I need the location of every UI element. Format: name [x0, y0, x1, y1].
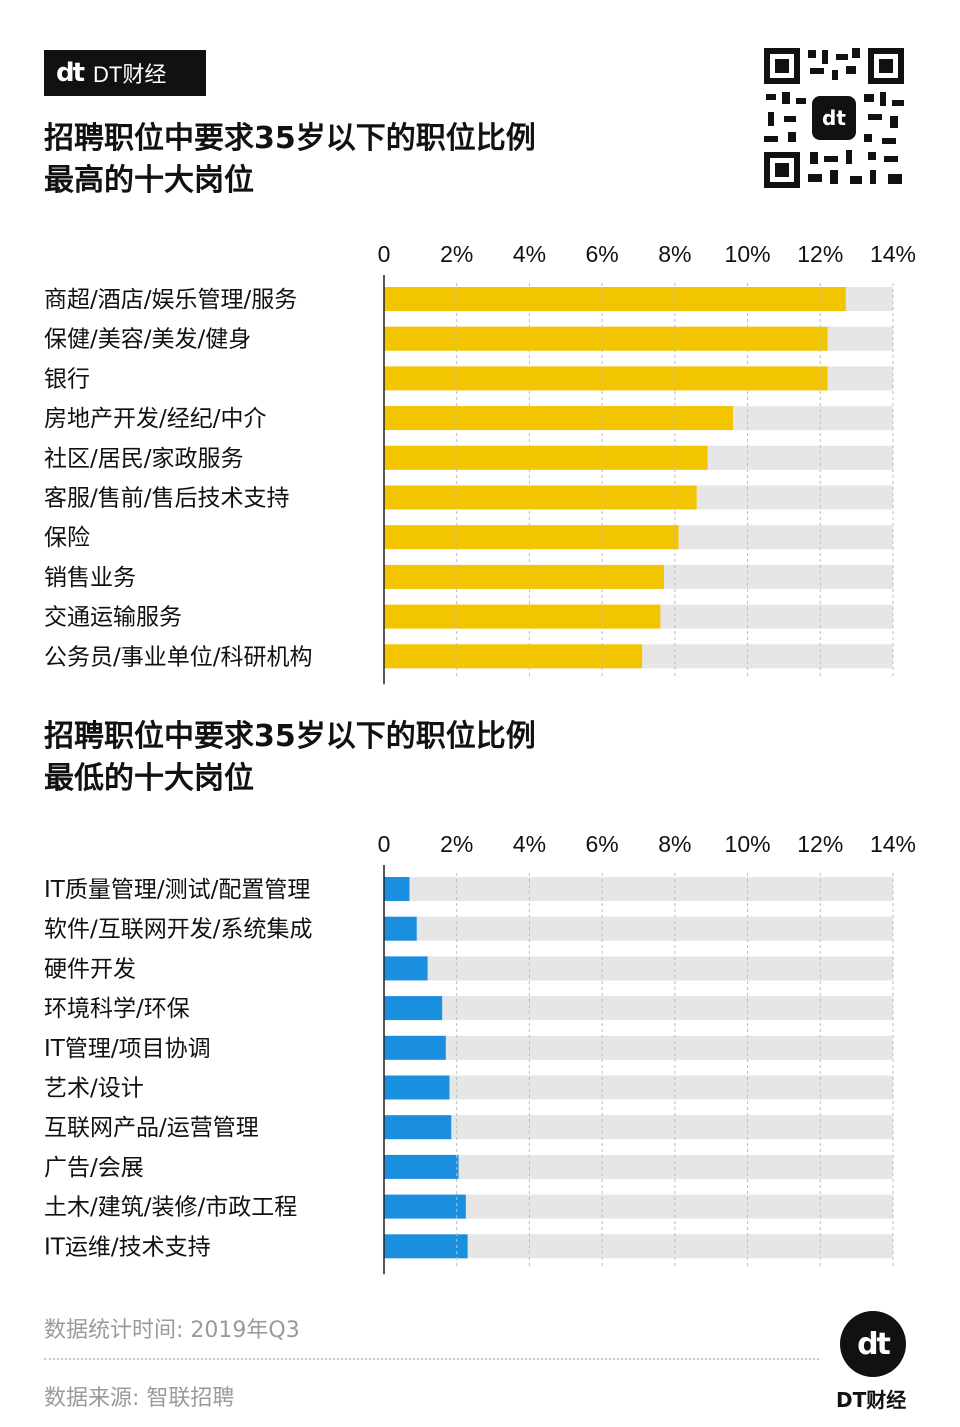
- chart-title-top-line-1: 招聘职位中要求35岁以下的职位比例: [44, 121, 536, 156]
- top-tick-label-6: 12%: [797, 241, 843, 267]
- top-category-label-8: 交通运输服务: [44, 605, 182, 631]
- bottom-tick-label-1: 2%: [440, 831, 473, 857]
- top-category-label-1: 保健/美容/美发/健身: [44, 327, 251, 353]
- chart-title-bottom-line-1: 招聘职位中要求35岁以下的职位比例: [44, 719, 536, 754]
- footer-divider: [44, 1358, 819, 1360]
- bottom-tick-label-4: 8%: [658, 831, 691, 857]
- top-bar-6: [384, 525, 679, 550]
- charts-canvas: 商超/酒店/娱乐管理/服务保健/美容/美发/健身银行房地产开发/经纪/中介社区/…: [44, 241, 916, 1275]
- bottom-track-8: [384, 1194, 893, 1219]
- bottom-category-label-3: 环境科学/环保: [44, 996, 190, 1022]
- qr-code[interactable]: dt: [760, 44, 908, 192]
- bottom-category-label-1: 软件/互联网开发/系统集成: [44, 917, 313, 943]
- bottom-track-7: [384, 1154, 893, 1179]
- chart-title-top-line-2: 最高的十大岗位: [44, 163, 254, 198]
- bottom-category-label-5: 艺术/设计: [44, 1076, 144, 1102]
- top-tick-label-2: 4%: [513, 241, 546, 267]
- top-category-label-3: 房地产开发/经纪/中介: [44, 406, 267, 432]
- top-category-label-9: 公务员/事业单位/科研机构: [44, 644, 313, 670]
- bottom-track-0: [384, 877, 893, 901]
- bottom-bar-6: [384, 1115, 452, 1140]
- top-tick-label-4: 8%: [658, 241, 691, 267]
- brand-footer-name: DT财经: [836, 1388, 907, 1412]
- top-tick-label-7: 14%: [870, 241, 916, 267]
- top-category-label-4: 社区/居民/家政服务: [44, 446, 244, 472]
- top-tick-label-5: 10%: [725, 241, 771, 267]
- chart-title-top: 招聘职位中要求35岁以下的职位比例 最高的十大岗位: [44, 118, 536, 202]
- bottom-bar-1: [384, 916, 417, 941]
- bottom-bar-5: [384, 1075, 450, 1100]
- bottom-tick-label-7: 14%: [870, 831, 916, 857]
- stat-time-note: 数据统计时间: 2019年Q3: [44, 1318, 300, 1343]
- bottom-tick-label-2: 4%: [513, 831, 546, 857]
- top-bar-2: [384, 366, 828, 391]
- bottom-category-label-9: IT运维/技术支持: [44, 1234, 211, 1260]
- top-bar-8: [384, 604, 661, 629]
- bottom-category-label-6: 互联网产品/运营管理: [44, 1115, 259, 1141]
- top-bar-9: [384, 644, 643, 669]
- brand-name: DT财经: [93, 62, 167, 87]
- bottom-category-label-4: IT管理/项目协调: [44, 1036, 211, 1062]
- top-tick-label-0: 0: [378, 241, 391, 267]
- top-bar-5: [384, 485, 697, 510]
- chart-title-bottom: 招聘职位中要求35岁以下的职位比例 最低的十大岗位: [44, 716, 536, 800]
- top-bar-0: [384, 287, 846, 311]
- brand-circle-logo: dt: [840, 1311, 906, 1377]
- top-tick-label-3: 6%: [586, 241, 619, 267]
- bottom-category-label-0: IT质量管理/测试/配置管理: [44, 877, 310, 903]
- bottom-track-1: [384, 916, 893, 941]
- bottom-tick-label-6: 12%: [797, 831, 843, 857]
- bottom-bar-7: [384, 1154, 459, 1179]
- top-category-label-6: 保险: [44, 525, 90, 551]
- data-source-note: 数据来源: 智联招聘: [44, 1386, 235, 1411]
- bottom-track-3: [384, 996, 893, 1021]
- top-category-label-7: 销售业务: [44, 565, 136, 591]
- bottom-bar-2: [384, 956, 428, 981]
- chart-title-bottom-line-2: 最低的十大岗位: [44, 761, 254, 796]
- bottom-bar-9: [384, 1234, 468, 1259]
- bottom-bar-0: [384, 877, 410, 901]
- bottom-bar-4: [384, 1035, 446, 1060]
- chart-top: 商超/酒店/娱乐管理/服务保健/美容/美发/健身银行房地产开发/经纪/中介社区/…: [44, 241, 916, 685]
- bottom-tick-label-0: 0: [378, 831, 391, 857]
- qr-logo-text: dt: [822, 106, 846, 130]
- top-category-label-0: 商超/酒店/娱乐管理/服务: [44, 287, 297, 313]
- top-category-label-2: 银行: [44, 366, 90, 392]
- bottom-tick-label-3: 6%: [586, 831, 619, 857]
- top-bar-7: [384, 564, 664, 589]
- bottom-track-2: [384, 956, 893, 981]
- bottom-category-label-7: 广告/会展: [44, 1155, 144, 1181]
- top-bar-3: [384, 406, 734, 431]
- bottom-tick-label-5: 10%: [725, 831, 771, 857]
- top-tick-label-1: 2%: [440, 241, 473, 267]
- top-category-label-5: 客服/售前/售后技术支持: [44, 486, 290, 512]
- brand-badge: dt DT财经: [44, 50, 206, 96]
- bottom-track-6: [384, 1115, 893, 1140]
- bottom-category-label-2: 硬件开发: [44, 956, 136, 982]
- bottom-track-9: [384, 1234, 893, 1259]
- bottom-category-label-8: 土木/建筑/装修/市政工程: [44, 1195, 297, 1221]
- top-bar-4: [384, 445, 708, 470]
- bottom-track-4: [384, 1035, 893, 1060]
- bottom-bar-8: [384, 1194, 466, 1219]
- brand-logo: dt: [56, 58, 85, 88]
- bottom-bar-3: [384, 996, 443, 1021]
- top-bar-1: [384, 326, 828, 351]
- bottom-track-5: [384, 1075, 893, 1100]
